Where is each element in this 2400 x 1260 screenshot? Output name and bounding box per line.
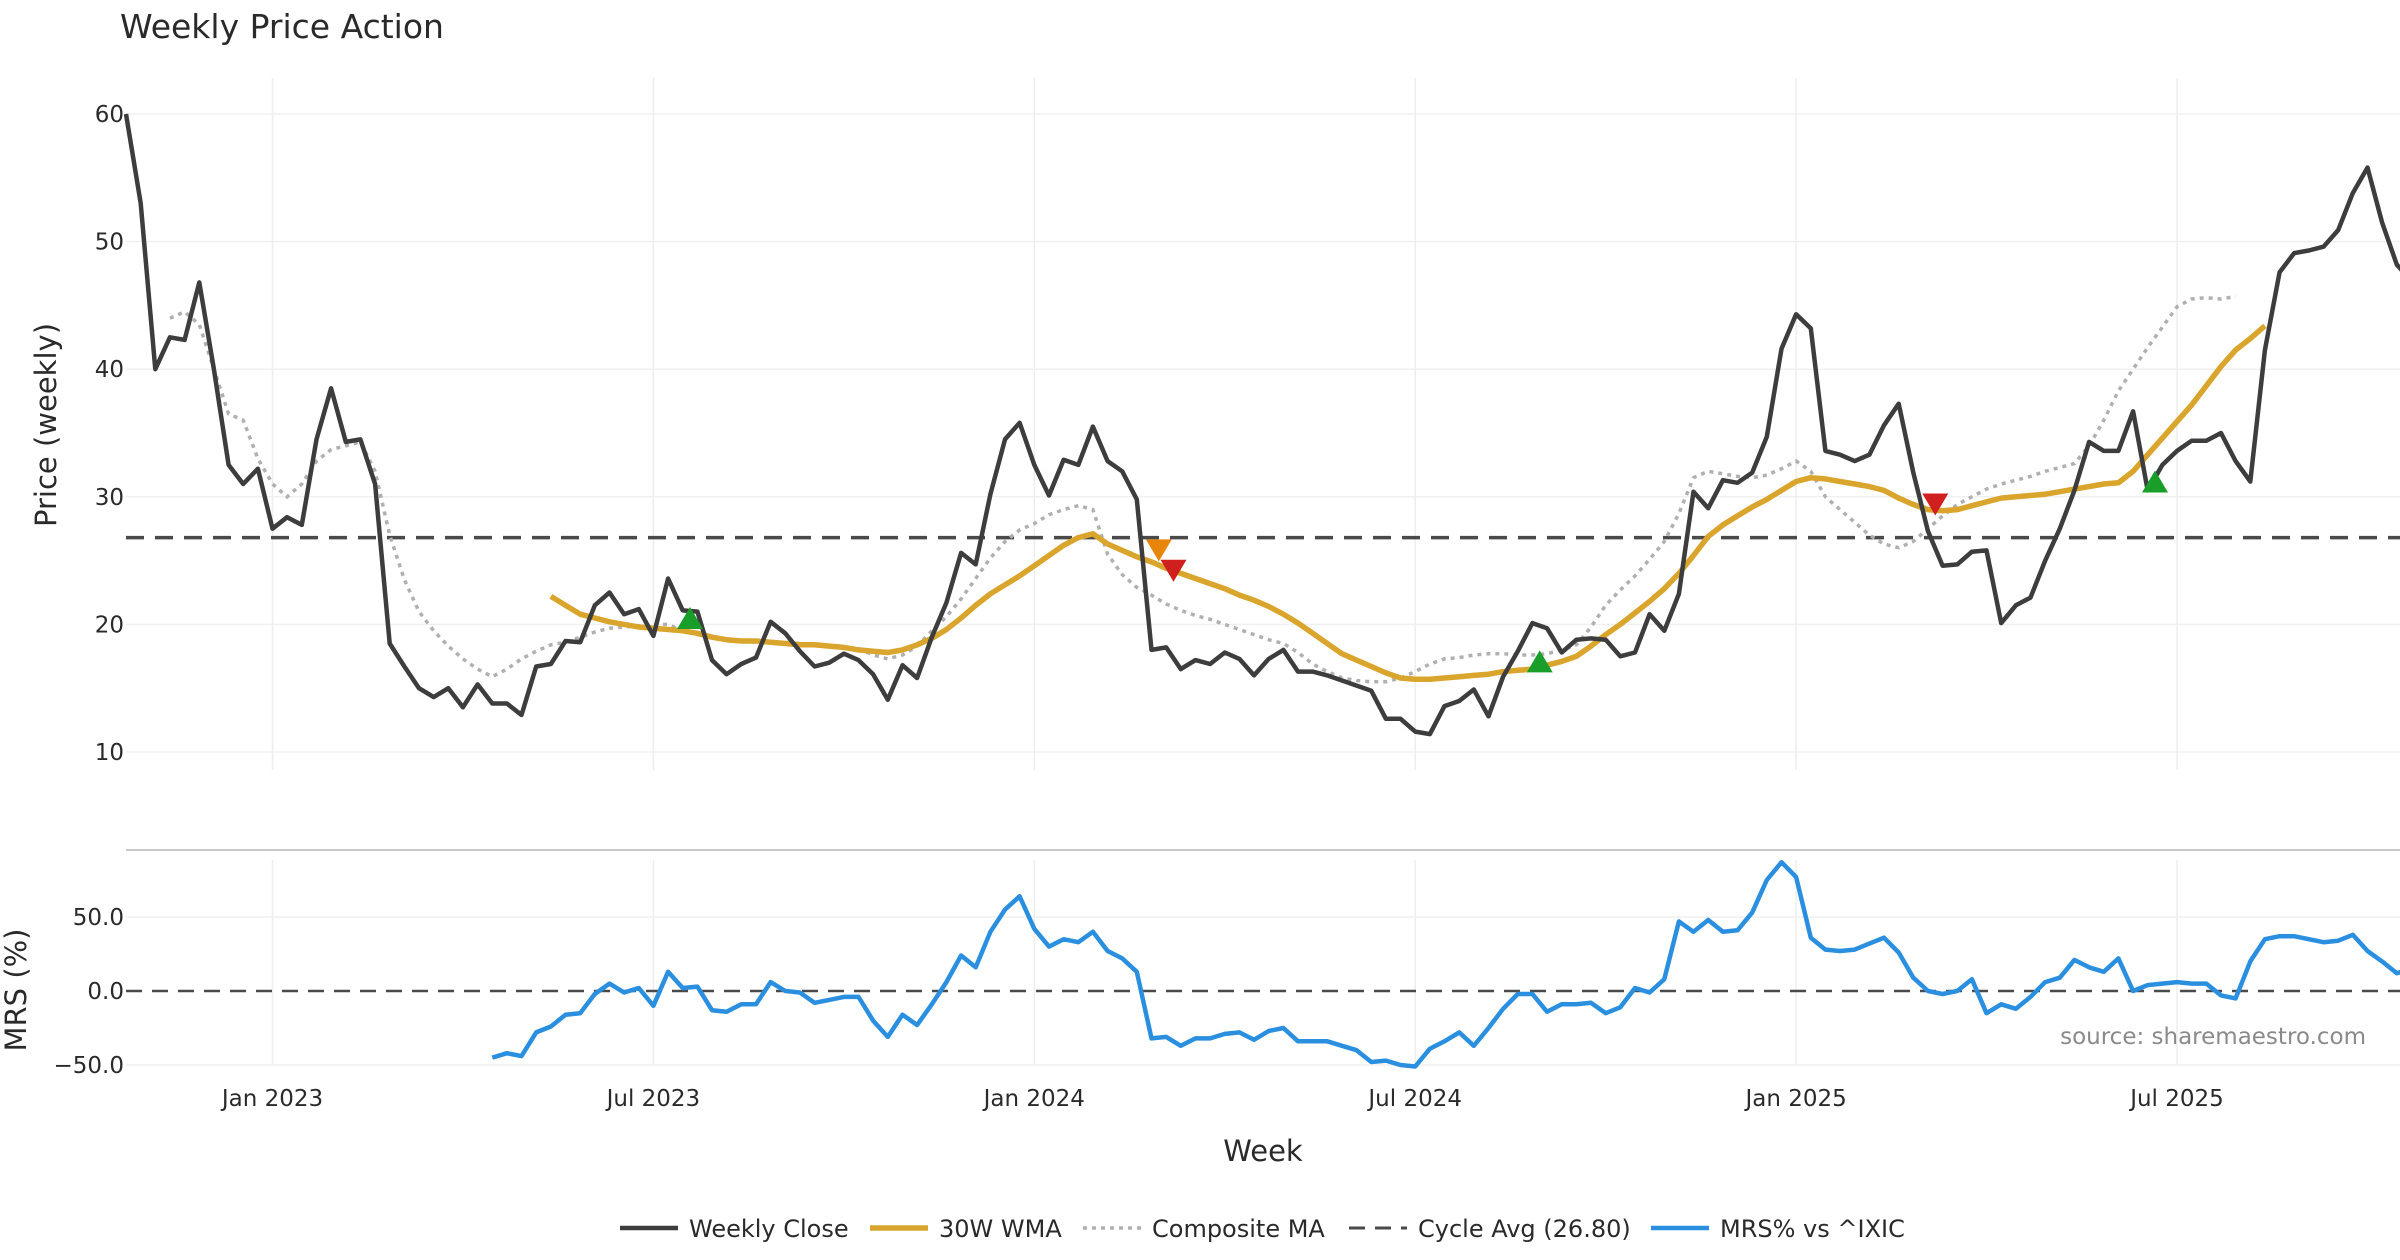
- buy-signal-marker: [677, 607, 704, 630]
- x-tick-label: Jul 2025: [2128, 1086, 2224, 1112]
- price-gridlines: [126, 78, 2400, 770]
- x-tick-label: Jan 2023: [220, 1086, 323, 1112]
- mrs-y-tick-label: −50.0: [54, 1053, 124, 1079]
- x-tick-label: Jan 2025: [1743, 1086, 1846, 1112]
- x-tick-label: Jul 2023: [605, 1086, 701, 1112]
- sell-signal-marker: [1145, 539, 1172, 562]
- price-y-tick-label: 40: [95, 357, 124, 383]
- wma-30w-line: [549, 323, 2267, 683]
- signal-markers: [677, 470, 2169, 673]
- composite-ma-line: [169, 294, 2236, 684]
- x-axis-ticks: Jan 2023 Jul 2023 Jan 2024 Jul 2024 Jan 2025…: [220, 1086, 2224, 1112]
- legend-label: 30W WMA: [939, 1215, 1062, 1243]
- price-y-tick-label: 60: [95, 102, 124, 128]
- mrs-gridlines: [126, 860, 2400, 1066]
- source-note: source: sharemaestro.com: [2060, 1024, 2366, 1050]
- x-tick-label: Jan 2024: [982, 1086, 1085, 1112]
- sell-signal-marker: [1922, 493, 1949, 516]
- legend-label: Weekly Close: [689, 1215, 849, 1243]
- x-axis-label: Week: [1223, 1134, 1303, 1168]
- chart-title: Weekly Price Action: [120, 7, 444, 46]
- sell-signal-marker: [1160, 559, 1187, 582]
- price-y-axis-label: Price (weekly): [29, 323, 63, 527]
- legend-label: Cycle Avg (26.80): [1418, 1215, 1631, 1243]
- buy-signal-marker: [2142, 470, 2169, 493]
- price-y-tick-label: 20: [95, 612, 124, 638]
- mrs-y-ticks: 50.0 0.0 −50.0: [54, 905, 124, 1079]
- legend-label: MRS% vs ^IXIC: [1720, 1215, 1905, 1243]
- mrs-line: [491, 859, 2400, 1069]
- price-y-ticks: 10 20 30 40 50 60: [95, 102, 124, 766]
- mrs-y-axis-label: MRS (%): [0, 929, 33, 1052]
- legend: Weekly Close 30W WMA Composite MA Cycle Avg…: [620, 1215, 1905, 1243]
- legend-label: Composite MA: [1152, 1215, 1325, 1243]
- buy-signal-marker: [1526, 650, 1553, 673]
- price-y-tick-label: 10: [95, 740, 124, 766]
- mrs-y-tick-label: 0.0: [87, 979, 124, 1005]
- x-tick-label: Jul 2024: [1366, 1086, 1462, 1112]
- price-y-tick-label: 50: [95, 230, 124, 256]
- price-y-tick-label: 30: [95, 485, 124, 511]
- weekly-close-line: [123, 113, 2400, 737]
- mrs-panel: 50.0 0.0 −50.0 MRS (%) source: sharemaestr…: [0, 859, 2400, 1079]
- price-panel: 10 20 30 40 50 60 Price (weekly): [29, 78, 2400, 770]
- mrs-y-tick-label: 50.0: [73, 905, 124, 931]
